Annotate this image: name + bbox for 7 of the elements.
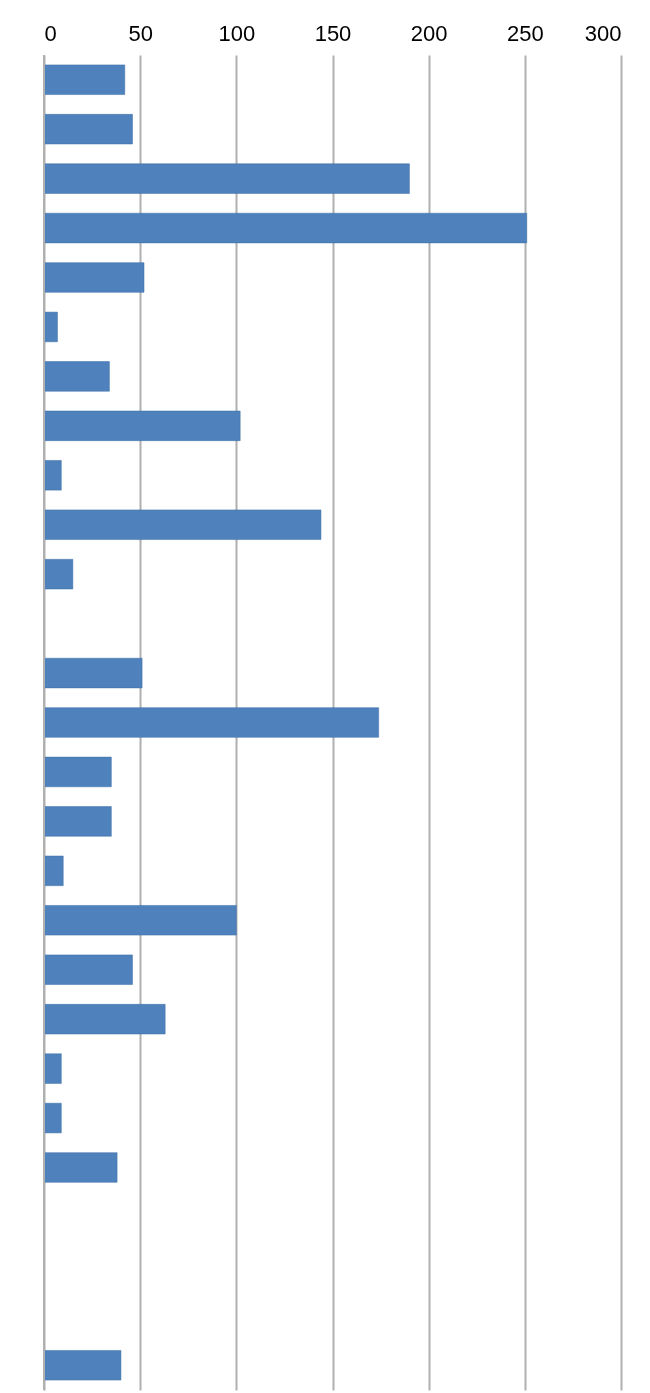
- x-tick-label: 100: [218, 20, 256, 46]
- x-tick-label: 150: [314, 20, 352, 46]
- x-tick-label: 50: [128, 20, 153, 46]
- x-tick-label: 200: [410, 20, 448, 46]
- x-tick-label: 0: [44, 20, 57, 46]
- x-tick-label: 250: [506, 20, 544, 46]
- x-tick-label: 300: [584, 20, 622, 46]
